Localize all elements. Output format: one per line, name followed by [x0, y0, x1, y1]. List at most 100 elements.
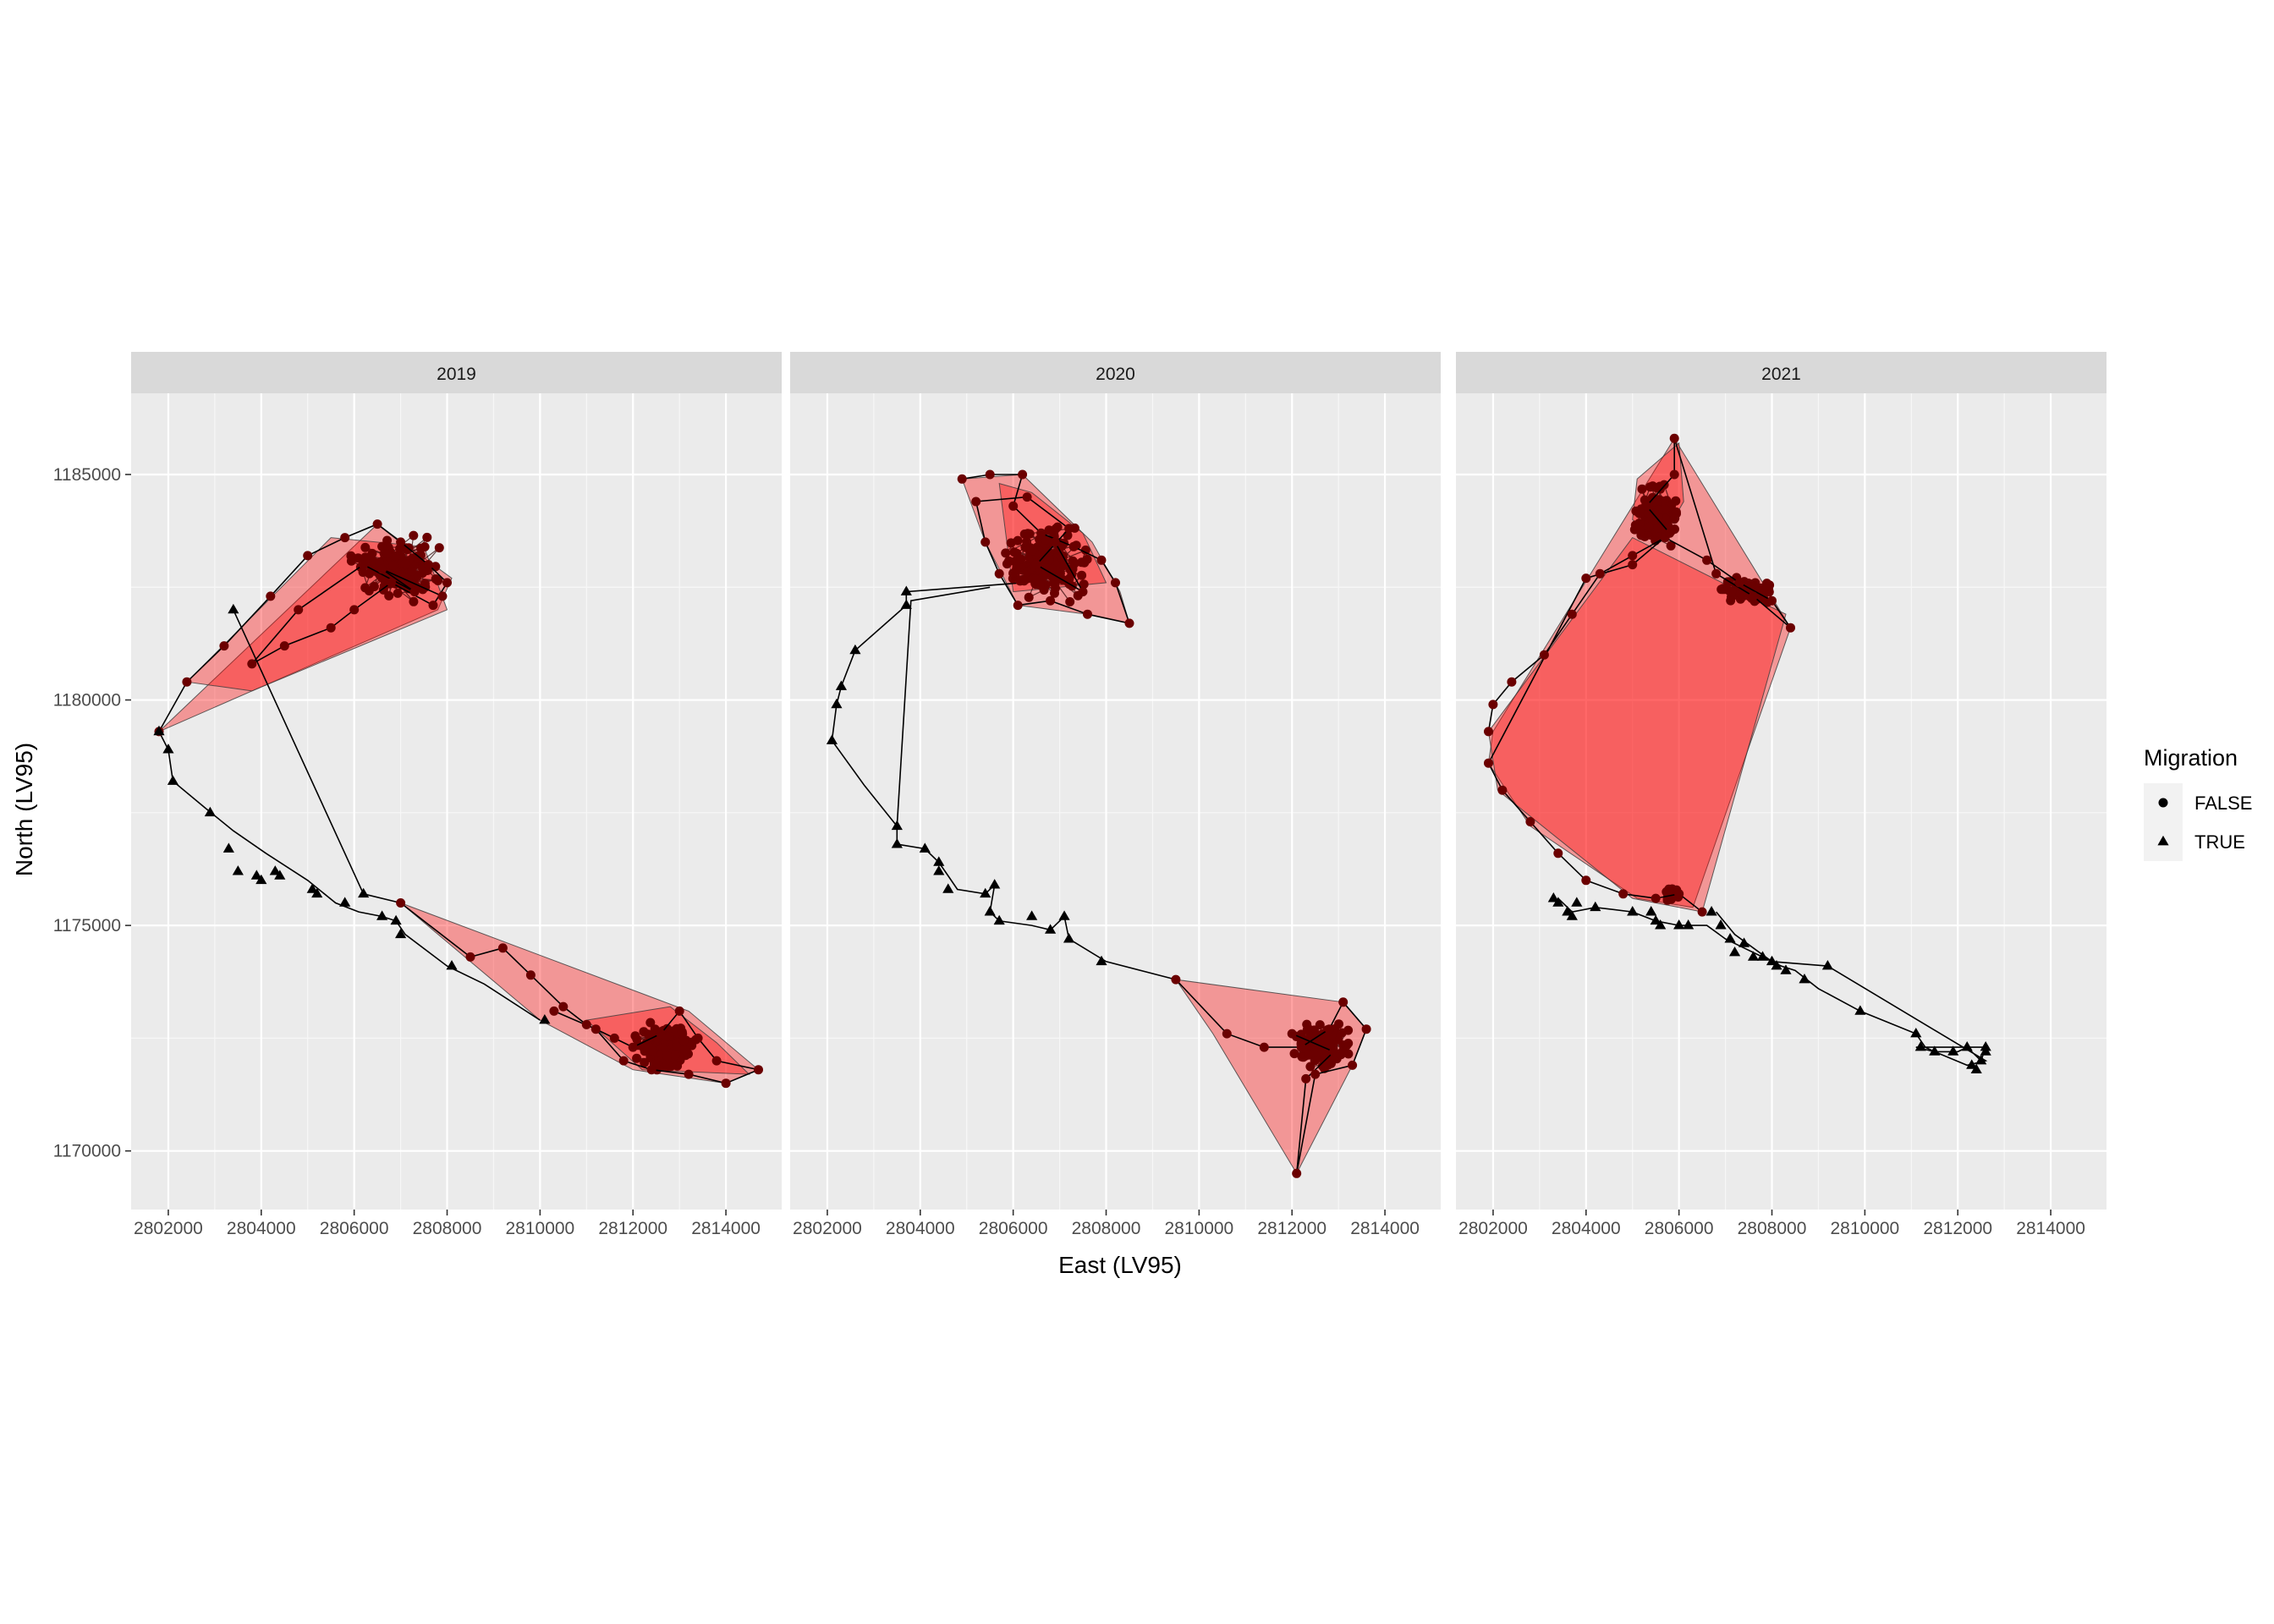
resident-point: [1484, 727, 1493, 737]
resident-point: [1083, 609, 1092, 619]
resident-point: [1525, 817, 1535, 826]
resident-point: [1539, 650, 1549, 660]
resident-point: [1674, 889, 1684, 899]
resident-point: [1628, 551, 1638, 561]
migration-point: [1929, 1045, 1941, 1056]
resident-point: [1315, 1020, 1325, 1030]
resident-point: [1726, 595, 1736, 606]
resident-point: [677, 1027, 687, 1037]
x-tick-label: 2812000: [1257, 1219, 1326, 1238]
migration-point: [891, 838, 903, 848]
legend-title: Migration: [2144, 745, 2238, 771]
facet-strip-label: 2020: [1096, 365, 1135, 384]
resident-point: [219, 641, 229, 651]
x-tick-label: 2810000: [1830, 1219, 1899, 1238]
migration-point: [1590, 901, 1601, 912]
resident-point: [985, 469, 995, 480]
resident-point: [1024, 529, 1035, 539]
x-tick-label: 2806000: [1645, 1219, 1714, 1238]
gridlines: [131, 393, 782, 1210]
resident-point: [1324, 1024, 1334, 1034]
resident-point: [1637, 484, 1647, 494]
resident-point: [1302, 1024, 1312, 1034]
migration-point: [835, 680, 848, 690]
resident-point: [994, 568, 1004, 579]
resident-point: [558, 1001, 568, 1012]
resident-point: [1664, 884, 1674, 894]
migration-track: [896, 586, 991, 826]
resident-point: [422, 532, 432, 542]
resident-point: [1024, 592, 1034, 602]
resident-point: [393, 588, 403, 598]
migration-point: [1566, 910, 1578, 920]
resident-point: [1786, 623, 1795, 633]
resident-point: [279, 641, 289, 651]
resident-point: [1567, 609, 1577, 619]
y-tick-label: 1170000: [53, 1142, 121, 1161]
resident-point: [957, 474, 967, 484]
migration-point: [376, 910, 388, 920]
resident-point: [1651, 483, 1662, 493]
resident-point: [1036, 528, 1046, 538]
resident-point: [1652, 523, 1662, 533]
resident-point: [971, 497, 981, 507]
migration-track: [831, 582, 1177, 980]
resident-point: [1096, 555, 1107, 565]
resident-point: [1361, 1024, 1371, 1034]
resident-point: [1665, 528, 1675, 538]
migration-point: [1910, 1028, 1922, 1038]
resident-point: [326, 623, 336, 633]
resident-point: [678, 1035, 689, 1045]
resident-point: [1078, 587, 1088, 597]
resident-point: [1050, 537, 1060, 547]
migration-point: [984, 906, 996, 916]
resident-point: [497, 943, 508, 953]
migration-point: [358, 887, 370, 898]
migration-point: [306, 883, 318, 893]
resident-point: [1304, 1049, 1314, 1059]
migration-point: [1961, 1040, 1973, 1051]
x-tick-label: 2814000: [691, 1219, 761, 1238]
migration-point: [1673, 919, 1685, 930]
migration-point: [1780, 964, 1792, 974]
resident-point: [1628, 560, 1638, 570]
resident-point: [396, 570, 406, 580]
migration-point: [539, 1014, 551, 1024]
resident-point: [628, 1042, 638, 1052]
resident-point: [1618, 889, 1629, 899]
x-tick-label: 2814000: [2016, 1219, 2085, 1238]
resident-point: [382, 535, 393, 546]
facet-strip-label: 2021: [1761, 365, 1801, 384]
resident-point: [1008, 501, 1019, 511]
resident-point: [428, 601, 438, 611]
resident-point: [1641, 501, 1651, 511]
resident-point: [1702, 555, 1712, 565]
resident-point: [647, 1045, 657, 1056]
x-tick-label: 2804000: [886, 1219, 955, 1238]
resident-point: [1749, 591, 1758, 601]
resident-point: [1484, 758, 1493, 768]
migration-point: [1966, 1059, 1978, 1069]
migration-point: [1970, 1063, 1982, 1074]
migration-point: [390, 914, 402, 925]
migration-point: [222, 842, 234, 853]
resident-point: [1553, 848, 1563, 859]
resident-point: [1064, 524, 1074, 534]
resident-point: [1111, 578, 1120, 588]
resident-point: [382, 549, 393, 558]
resident-point: [1018, 469, 1028, 480]
migration-point: [232, 865, 244, 875]
migration-point: [1914, 1040, 1926, 1051]
resident-point: [1310, 1069, 1321, 1079]
resident-point: [420, 542, 430, 551]
resident-point: [1016, 554, 1026, 564]
x-tick-label: 2810000: [1164, 1219, 1233, 1238]
migration-point: [1547, 892, 1559, 903]
resident-point: [1336, 1050, 1346, 1060]
resident-point: [662, 1060, 673, 1070]
migration-point: [162, 743, 174, 754]
resident-point: [662, 1051, 672, 1061]
facet-strip-label: 2019: [437, 365, 476, 384]
resident-point: [1079, 579, 1089, 590]
migration-point: [933, 865, 945, 875]
